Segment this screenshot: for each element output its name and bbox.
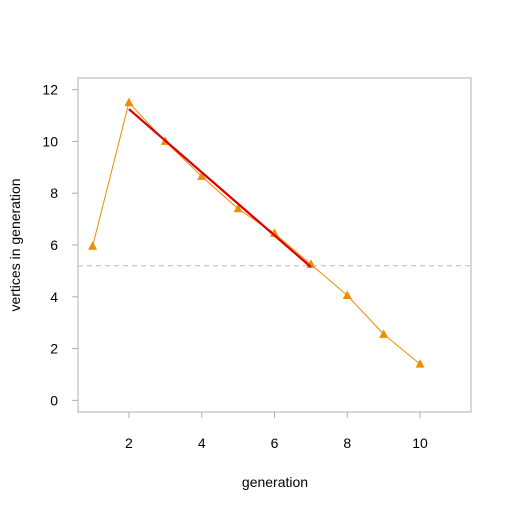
y-tick-label: 10: [42, 133, 58, 149]
data-point-triangle: [197, 171, 207, 180]
plot-frame: [77, 77, 472, 413]
y-axis-ticks: 0 2 4 6 8 10 12: [42, 82, 78, 408]
data-point-triangle: [342, 290, 352, 299]
y-axis-label: vertices in generation: [7, 178, 23, 311]
y-tick-label: 8: [50, 185, 58, 201]
data-point-triangle: [233, 203, 243, 213]
x-tick-label: 6: [271, 435, 279, 451]
series-layer: [88, 97, 425, 368]
data-point-triangle: [124, 97, 134, 107]
fit-line: [128, 108, 312, 268]
x-axis-ticks: 2 4 6 8 10: [125, 412, 428, 451]
data-point-triangle: [379, 329, 389, 338]
x-axis-label: generation: [242, 474, 308, 490]
data-point-triangle: [415, 359, 425, 368]
data-point-triangle: [88, 241, 98, 250]
x-tick-label: 10: [412, 435, 428, 451]
y-tick-label: 4: [50, 289, 58, 305]
x-tick-label: 8: [343, 435, 351, 451]
y-tick-label: 2: [50, 341, 58, 357]
y-tick-label: 6: [50, 237, 58, 253]
y-tick-label: 0: [50, 392, 58, 408]
x-tick-label: 4: [198, 435, 206, 451]
series-line: [92, 101, 421, 365]
x-tick-label: 2: [125, 435, 133, 451]
y-tick-label: 12: [42, 82, 58, 98]
